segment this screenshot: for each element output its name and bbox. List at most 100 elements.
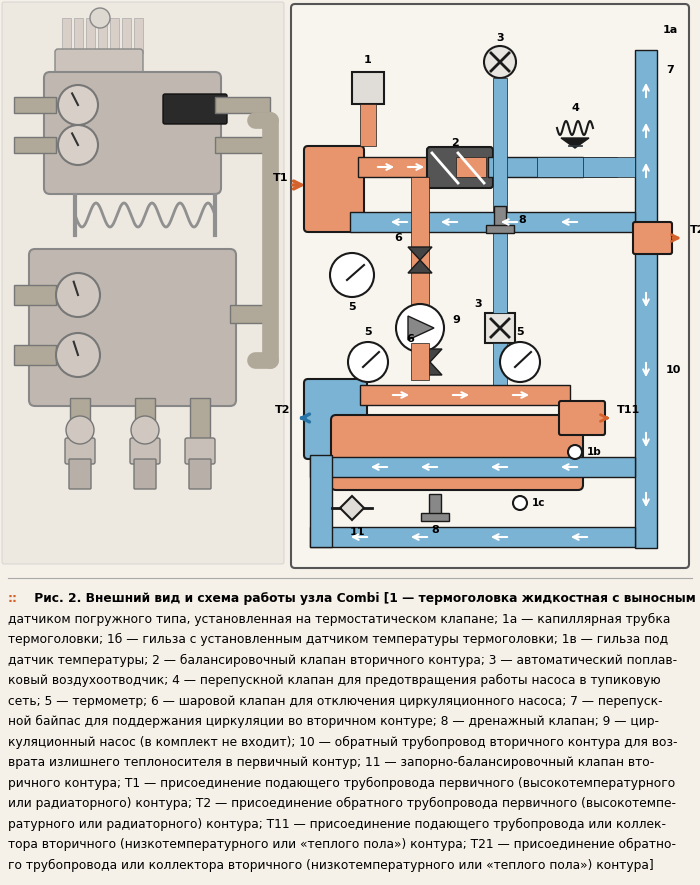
FancyBboxPatch shape xyxy=(2,2,284,564)
Polygon shape xyxy=(561,138,589,148)
Text: го трубопровода или коллектора вторичного (низкотемпературного или «теплого пола: го трубопровода или коллектора вторичног… xyxy=(8,858,654,872)
Circle shape xyxy=(513,496,527,510)
Bar xyxy=(230,305,275,323)
Bar xyxy=(215,137,270,153)
Circle shape xyxy=(131,416,159,444)
Bar xyxy=(14,137,56,153)
FancyBboxPatch shape xyxy=(134,459,156,489)
Bar xyxy=(411,343,429,380)
Bar xyxy=(485,313,515,343)
Text: T21: T21 xyxy=(690,225,700,235)
Text: термоголовки; 1б — гильза с установленным датчиком температуры термоголовки; 1в : термоголовки; 1б — гильза с установленны… xyxy=(8,633,668,646)
Text: 6: 6 xyxy=(406,334,414,344)
FancyBboxPatch shape xyxy=(427,147,493,188)
Bar xyxy=(350,212,635,232)
FancyBboxPatch shape xyxy=(65,438,95,464)
Bar xyxy=(486,225,514,233)
Text: 3: 3 xyxy=(474,299,482,309)
Text: 1a: 1a xyxy=(663,25,678,35)
Bar xyxy=(456,157,486,177)
Bar xyxy=(488,157,583,177)
Text: T11: T11 xyxy=(617,405,641,415)
FancyBboxPatch shape xyxy=(130,438,160,464)
Bar xyxy=(493,231,507,313)
FancyBboxPatch shape xyxy=(304,379,367,459)
Text: 4: 4 xyxy=(571,103,579,113)
Bar xyxy=(310,527,635,547)
FancyBboxPatch shape xyxy=(185,438,215,464)
Bar xyxy=(14,97,56,113)
Text: 5: 5 xyxy=(364,327,372,337)
Text: тора вторичного (низкотемпературного или «теплого пола») контура; T21 — присоеди: тора вторичного (низкотемпературного или… xyxy=(8,838,676,851)
Text: Рис. 2. Внешний вид и схема работы узла Combi [1 — термоголовка жидкостная с вын: Рис. 2. Внешний вид и схема работы узла … xyxy=(30,592,696,605)
Polygon shape xyxy=(418,362,442,375)
Text: T2: T2 xyxy=(274,405,290,415)
Text: ковый воздухоотводчик; 4 — перепускной клапан для предотвращения работы насоса в: ковый воздухоотводчик; 4 — перепускной к… xyxy=(8,674,661,687)
Bar xyxy=(493,343,507,398)
Polygon shape xyxy=(418,349,442,362)
Bar xyxy=(134,18,143,53)
Bar xyxy=(635,50,657,548)
Circle shape xyxy=(484,46,516,78)
Bar xyxy=(537,157,617,177)
Bar xyxy=(14,345,56,365)
FancyBboxPatch shape xyxy=(291,4,689,568)
Circle shape xyxy=(396,304,444,352)
Circle shape xyxy=(66,416,94,444)
Bar xyxy=(429,494,441,516)
Text: 1: 1 xyxy=(364,55,372,65)
Bar xyxy=(74,18,83,53)
Circle shape xyxy=(58,125,98,165)
Bar xyxy=(411,177,429,317)
FancyBboxPatch shape xyxy=(29,249,236,406)
Text: врата излишнего теплоносителя в первичный контур; 11 — запорно-балансировочный к: врата излишнего теплоносителя в первичны… xyxy=(8,756,655,769)
Bar xyxy=(98,18,107,53)
Bar xyxy=(310,455,332,547)
Bar xyxy=(421,513,449,521)
Text: 2: 2 xyxy=(451,138,459,148)
Bar xyxy=(62,18,71,53)
FancyBboxPatch shape xyxy=(331,415,583,490)
Text: ::: :: xyxy=(8,592,18,605)
Text: 5: 5 xyxy=(516,327,524,337)
FancyBboxPatch shape xyxy=(163,94,227,124)
Text: 11: 11 xyxy=(349,527,365,537)
Bar xyxy=(190,398,210,443)
Bar xyxy=(70,398,90,443)
Bar xyxy=(215,97,270,113)
Circle shape xyxy=(56,333,100,377)
Text: 10: 10 xyxy=(666,365,681,375)
Text: датчик температуры; 2 — балансировочный клапан вторичного контура; 3 — автоматич: датчик температуры; 2 — балансировочный … xyxy=(8,653,677,666)
Bar xyxy=(86,18,95,53)
Bar xyxy=(568,145,582,146)
Text: 8: 8 xyxy=(431,525,439,535)
Bar xyxy=(310,457,635,477)
Bar xyxy=(135,398,155,443)
FancyBboxPatch shape xyxy=(633,222,672,254)
FancyBboxPatch shape xyxy=(55,49,143,83)
Text: датчиком погружного типа, установленная на термостатическом клапане; 1а — капилл: датчиком погружного типа, установленная … xyxy=(8,612,671,626)
Polygon shape xyxy=(408,316,434,340)
Polygon shape xyxy=(340,496,364,520)
Bar xyxy=(583,157,635,177)
Circle shape xyxy=(568,445,582,459)
Bar xyxy=(170,100,220,118)
Text: ратурного или радиаторного) контура; T11 — присоединение подающего трубопровода : ратурного или радиаторного) контура; T11… xyxy=(8,818,666,831)
FancyBboxPatch shape xyxy=(559,401,605,435)
Text: 1b: 1b xyxy=(587,447,602,457)
Text: 7: 7 xyxy=(666,65,673,75)
FancyBboxPatch shape xyxy=(69,459,91,489)
FancyBboxPatch shape xyxy=(304,146,364,232)
Text: или радиаторного) контура; T2 — присоединение обратного трубопровода первичного : или радиаторного) контура; T2 — присоеди… xyxy=(8,797,676,810)
Circle shape xyxy=(56,273,100,317)
Text: 1c: 1c xyxy=(532,498,545,508)
Bar xyxy=(358,157,458,177)
Polygon shape xyxy=(408,247,432,260)
Text: 6: 6 xyxy=(394,233,402,243)
Bar xyxy=(14,285,56,305)
Polygon shape xyxy=(408,260,432,273)
FancyBboxPatch shape xyxy=(44,72,221,194)
Bar xyxy=(494,206,506,228)
Circle shape xyxy=(58,85,98,125)
Text: 9: 9 xyxy=(452,315,460,325)
